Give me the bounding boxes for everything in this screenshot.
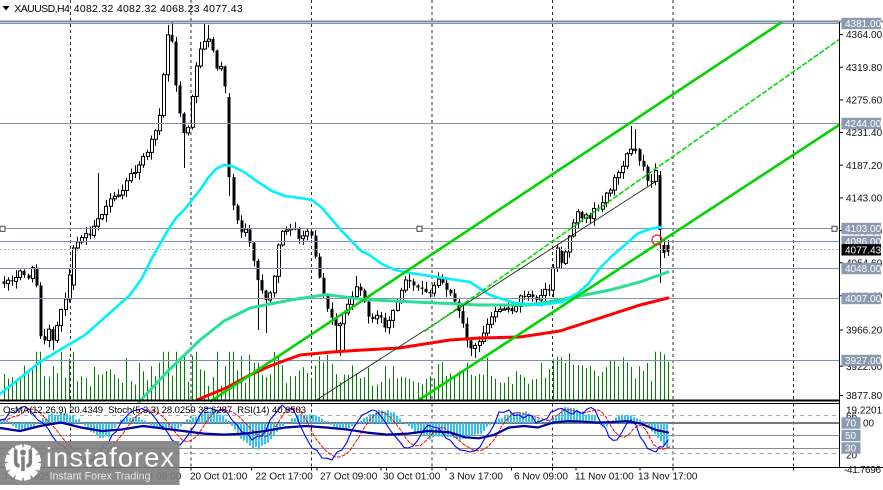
svg-text:20: 20 [846,451,858,462]
svg-text:3 Nov 17:00: 3 Nov 17:00 [449,471,503,482]
svg-text:4275.60: 4275.60 [846,96,883,107]
svg-text:4187.20: 4187.20 [846,161,883,172]
svg-text:3922.00: 3922.00 [846,362,883,373]
svg-text:50: 50 [845,431,857,442]
svg-text:11 Nov 01:00: 11 Nov 01:00 [575,471,634,482]
svg-text:instaforex: instaforex [46,443,175,473]
svg-text:4077.43: 4077.43 [845,246,882,257]
svg-text:4364.00: 4364.00 [846,30,883,41]
svg-text:6 Nov 09:00: 6 Nov 09:00 [514,471,568,482]
svg-text:-41.7696: -41.7696 [844,465,881,476]
svg-text:4381.00: 4381.00 [845,19,882,30]
svg-text:4319.80: 4319.80 [846,63,883,74]
svg-text:XAUUSD,H4: XAUUSD,H4 [14,3,70,15]
svg-text:22 Oct 17:00: 22 Oct 17:00 [256,471,314,482]
svg-text:4143.00: 4143.00 [846,194,883,205]
svg-text:4103.00: 4103.00 [845,224,882,235]
svg-text:27 Oct 09:00: 27 Oct 09:00 [320,471,378,482]
svg-text:19.2201: 19.2201 [846,405,883,416]
svg-text:4082.32 4082.32 4068.23 4077.4: 4082.32 4082.32 4068.23 4077.43 [74,3,243,15]
svg-text:00: 00 [863,419,875,430]
svg-text:Instant Forex Trading: Instant Forex Trading [50,471,151,483]
svg-text:4007.00: 4007.00 [845,294,882,305]
svg-text:4244.00: 4244.00 [845,119,882,130]
svg-text:3927.00: 3927.00 [845,356,882,367]
svg-text:3877.80: 3877.80 [846,391,883,402]
svg-text:13 Nov 17:00: 13 Nov 17:00 [638,471,698,482]
svg-text:3966.20: 3966.20 [846,326,883,337]
svg-text:66: 66 [846,412,858,423]
svg-text:OsMA(12,26,9) 20.4349 Stoch(5: OsMA(12,26,9) 20.4349 Stoch(5,3,3) 28.02… [3,405,306,416]
svg-text:30: 30 [845,444,857,455]
svg-text:30 Oct 01:00: 30 Oct 01:00 [383,471,441,482]
svg-text:4048.00: 4048.00 [845,264,882,275]
svg-text:4086.00: 4086.00 [845,237,882,248]
svg-text:4231.40: 4231.40 [846,128,883,139]
svg-text:70: 70 [845,419,857,430]
svg-text:20 Oct 01:00: 20 Oct 01:00 [190,471,248,482]
